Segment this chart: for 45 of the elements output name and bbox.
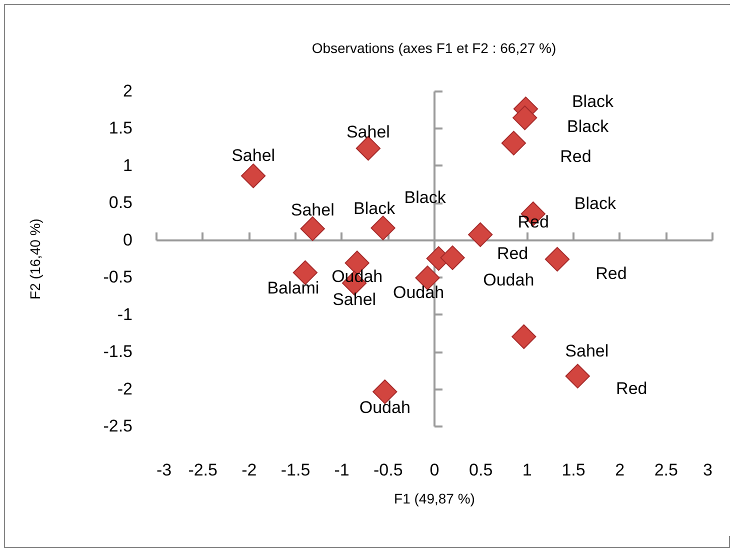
- annotation: Red: [616, 379, 648, 398]
- y-tick-label: -0.5: [103, 268, 132, 287]
- annotation: Red: [518, 212, 549, 232]
- annotation: Oudah: [359, 398, 410, 417]
- y-tick-label: -2: [117, 379, 132, 398]
- annotation: Sahel: [332, 290, 376, 310]
- x-tick-label: -0.5: [374, 460, 403, 480]
- x-tick-label: 1.5: [562, 460, 586, 480]
- x-tick-label: -1: [334, 460, 350, 480]
- x-tick-label: 0.5: [469, 460, 493, 480]
- x-tick-label: 1: [522, 460, 532, 480]
- annotation: Red: [596, 264, 627, 284]
- x-tick-label: -2: [242, 460, 257, 480]
- y-axis-title: F2 (16,40 %): [27, 218, 44, 300]
- x-tick-label: 2.5: [654, 460, 678, 480]
- annotation: Oudah: [483, 270, 534, 290]
- annotation: Black: [404, 188, 446, 207]
- y-tick-label: 0.5: [108, 193, 132, 212]
- y-tick-label: 0: [123, 230, 132, 250]
- annotation: Black: [354, 198, 396, 218]
- annotation: Red: [560, 147, 592, 166]
- x-tick-label: -1.5: [280, 460, 310, 480]
- annotation: Sahel: [232, 146, 276, 165]
- chart-title: Observations (axes F1 et F2 : 66,27 %): [312, 40, 556, 56]
- annotation: Balami: [267, 278, 320, 298]
- annotation: Red: [496, 244, 528, 263]
- y-tick-label: -1.5: [103, 342, 132, 362]
- annotation: Oudah: [392, 282, 444, 302]
- annotation: Sahel: [565, 342, 609, 361]
- annotation: Sahel: [346, 122, 390, 142]
- x-tick-label: 2: [615, 460, 625, 480]
- x-tick-label: -3: [156, 460, 172, 480]
- annotation: Black: [567, 116, 610, 136]
- x-axis-title: F1 (49,87 %): [394, 490, 475, 506]
- y-tick-label: -2.5: [103, 416, 132, 436]
- y-tick-label: 1: [123, 156, 132, 175]
- x-tick-label: -2.5: [188, 460, 218, 480]
- x-tick-label: 0: [430, 460, 440, 480]
- y-tick-label: 1.5: [108, 118, 132, 138]
- annotation: Black: [574, 194, 616, 213]
- y-tick-label: -1: [117, 304, 132, 324]
- annotation: Sahel: [290, 200, 334, 220]
- y-tick-label: 2: [123, 82, 132, 100]
- x-tick-label: 3: [703, 460, 712, 480]
- annotation: Black: [572, 92, 614, 111]
